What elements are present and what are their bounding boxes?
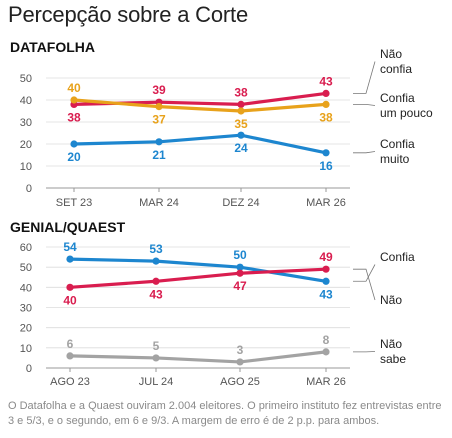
chart2-series-confia-data-label: 43 xyxy=(319,287,333,301)
chart2-series-confia-point xyxy=(322,277,330,285)
chart1-series-confia-um-pouco-point xyxy=(155,103,163,111)
chart1-legend-confia-um-pouco-label: Confia xyxy=(380,91,415,105)
chart1-series-confia-um-pouco-data-label: 38 xyxy=(319,110,333,124)
chart2-series-confia-line xyxy=(68,257,328,283)
chart2-y-tick-label: 40 xyxy=(20,282,32,294)
chart1-series-nao-confia-data-label: 38 xyxy=(67,110,81,124)
chart1-legend-connector xyxy=(353,61,376,94)
chart1-series-nao-confia-point xyxy=(237,100,245,108)
chart2-series-nao-sabe-point xyxy=(152,354,160,362)
chart2-series-nao-sabe-point xyxy=(322,348,330,356)
chart1-title: DATAFOLHA xyxy=(10,39,95,55)
chart2-series-confia-point xyxy=(152,257,160,265)
chart2-series-nao-confia-data-label: 49 xyxy=(319,250,333,264)
chart2-series-nao-sabe-data-label: 6 xyxy=(67,337,74,351)
chart2-legend-nao-confia-label: Não xyxy=(380,293,402,307)
chart2-y-tick-label: 60 xyxy=(20,242,32,254)
chart1-x-tick-label: MAR 24 xyxy=(139,197,179,209)
chart1-y-tick-label: 10 xyxy=(20,161,32,173)
chart1-series-confia-um-pouco-point xyxy=(70,96,78,104)
footnote: O Datafolha e a Quaest ouviram 2.004 ele… xyxy=(8,400,442,427)
chart2-series-nao-sabe-data-label: 3 xyxy=(237,343,244,357)
chart2-series-confia-data-label: 54 xyxy=(63,240,77,254)
chart1-series-confia-muito-point xyxy=(322,149,330,157)
chart2-legend-confia-label: Confia xyxy=(380,250,415,264)
chart1-legend-confia-muito-label: Confia xyxy=(380,137,415,151)
chart2-series-nao-sabe-data-label: 5 xyxy=(153,339,160,353)
chart2-y-tick-label: 50 xyxy=(20,262,32,274)
chart2-legend-nao-sabe-label: Não xyxy=(380,337,402,351)
chart1-series-confia-muito-line xyxy=(72,133,328,155)
chart1-legend-confia-muito-label: muito xyxy=(380,152,410,166)
chart2-y-tick-label: 30 xyxy=(20,303,32,315)
chart2-series-nao-confia-data-label: 47 xyxy=(233,279,247,293)
chart1-y-tick-label: 50 xyxy=(20,73,32,85)
chart1-y-tick-label: 40 xyxy=(20,95,32,107)
chart2-legend-connector xyxy=(353,268,376,301)
chart1-series-confia-muito-data-label: 20 xyxy=(67,150,81,164)
chart2-series-nao-confia-point xyxy=(66,283,74,291)
chart2-series-confia-point xyxy=(236,263,244,271)
chart1-series-confia-um-pouco-data-label: 37 xyxy=(152,113,166,127)
chart2-series-nao-sabe-line xyxy=(68,350,328,364)
chart1-series-confia-muito-point xyxy=(70,140,78,148)
chart2-series-nao-confia-point xyxy=(152,277,160,285)
chart1-series-confia-um-pouco-point xyxy=(322,100,330,108)
chart1-series-confia-um-pouco-data-label: 35 xyxy=(234,117,248,131)
chart2-series-confia-point xyxy=(66,255,74,263)
chart1-y-tick-label: 20 xyxy=(20,139,32,151)
chart2-x-tick-label: AGO 25 xyxy=(220,376,260,388)
chart2-series-nao-confia-point xyxy=(322,265,330,273)
chart1-series-nao-confia-data-label: 43 xyxy=(319,74,333,88)
chart1-legend-connector xyxy=(353,104,376,106)
chart1-y-tick-label: 0 xyxy=(26,183,32,195)
chart1-series-nao-confia-data-label: 38 xyxy=(234,85,248,99)
chart1-series-nao-confia-point xyxy=(322,89,330,97)
chart2-series-nao-confia-point xyxy=(236,269,244,277)
chart1-x-tick-label: DEZ 24 xyxy=(222,197,259,209)
chart2-legend-nao-sabe-label: sabe xyxy=(380,352,406,366)
chart2-series-nao-confia-data-label: 43 xyxy=(149,287,163,301)
chart1-legend-nao-confia-label: Não xyxy=(380,47,402,61)
chart2-series-confia-data-label: 50 xyxy=(233,248,247,262)
chart1-series-confia-um-pouco-data-label: 40 xyxy=(67,81,81,95)
chart2-y-tick-label: 20 xyxy=(20,323,32,335)
chart1-series-confia-muito-point xyxy=(155,138,163,146)
chart2-series-nao-confia-line xyxy=(68,267,328,289)
chart2-series-nao-sabe-data-label: 8 xyxy=(323,333,330,347)
chart2-series-nao-sabe-point xyxy=(236,358,244,366)
chart1-series-confia-muito-point xyxy=(237,131,245,139)
chart2-x-tick-label: AGO 23 xyxy=(50,376,90,388)
chart2-series-nao-confia-data-label: 40 xyxy=(63,293,77,307)
chart1-y-tick-label: 30 xyxy=(20,117,32,129)
chart2-x-tick-label: JUL 24 xyxy=(139,376,173,388)
page-title: Percepção sobre a Corte xyxy=(8,2,248,27)
chart1-legend-connector xyxy=(353,151,376,154)
chart1-legend-confia-um-pouco-label: um pouco xyxy=(380,106,433,120)
chart1-series-confia-um-pouco-point xyxy=(237,107,245,115)
chart2-y-tick-label: 0 xyxy=(26,363,32,375)
chart1-x-tick-label: MAR 26 xyxy=(306,197,346,209)
chart2-legend-connector xyxy=(353,264,376,282)
chart1-legend-nao-confia-label: confia xyxy=(380,62,412,76)
chart2-series-nao-sabe-point xyxy=(66,352,74,360)
chart1-series-confia-muito-data-label: 16 xyxy=(319,159,333,173)
chart2-legend-nao-confia-label: confia xyxy=(380,0,412,3)
chart2-x-tick-label: MAR 26 xyxy=(306,376,346,388)
chart2-y-tick-label: 10 xyxy=(20,343,32,355)
chart1-series-nao-confia-data-label: 39 xyxy=(152,83,166,97)
chart1-series-confia-muito-data-label: 21 xyxy=(152,148,166,162)
chart2-series-confia-data-label: 53 xyxy=(149,242,163,256)
chart1-series-confia-um-pouco-line xyxy=(72,98,328,113)
chart1-series-confia-muito-data-label: 24 xyxy=(234,141,248,155)
chart2-title: GENIAL/QUAEST xyxy=(10,219,126,235)
chart1-x-tick-label: SET 23 xyxy=(56,197,93,209)
